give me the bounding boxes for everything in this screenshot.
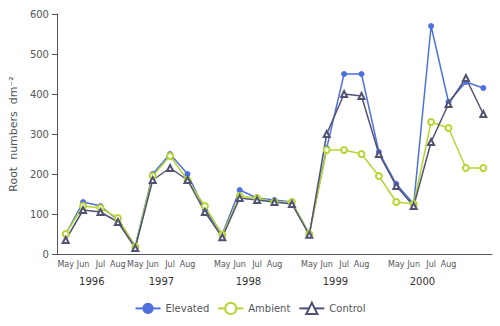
svg-text:Aug: Aug <box>354 260 370 269</box>
svg-text:Elevated: Elevated <box>166 303 210 314</box>
svg-text:Jul: Jul <box>251 260 262 269</box>
svg-text:1997: 1997 <box>149 276 174 287</box>
svg-text:600: 600 <box>30 9 49 20</box>
svg-text:Control: Control <box>329 303 365 314</box>
svg-text:500: 500 <box>30 49 49 60</box>
svg-text:Aug: Aug <box>180 260 196 269</box>
svg-text:Aug: Aug <box>267 260 283 269</box>
svg-text:Jul: Jul <box>164 260 175 269</box>
svg-text:May: May <box>301 260 318 269</box>
svg-text:Jul: Jul <box>95 260 106 269</box>
svg-text:2000: 2000 <box>410 276 435 287</box>
svg-text:Aug: Aug <box>441 260 457 269</box>
svg-text:Jun: Jun <box>76 260 90 269</box>
svg-text:Jun: Jun <box>406 260 420 269</box>
svg-text:400: 400 <box>30 89 49 100</box>
svg-text:Jun: Jun <box>232 260 246 269</box>
svg-text:Root numbers dm⁻²: Root numbers dm⁻² <box>7 76 20 191</box>
svg-text:Jul: Jul <box>338 260 349 269</box>
svg-text:200: 200 <box>30 169 49 180</box>
svg-text:Jun: Jun <box>319 260 333 269</box>
svg-text:May: May <box>127 260 144 269</box>
svg-text:100: 100 <box>30 209 49 220</box>
svg-text:1999: 1999 <box>323 276 348 287</box>
svg-text:Ambient: Ambient <box>248 303 290 314</box>
svg-text:May: May <box>388 260 405 269</box>
svg-text:1998: 1998 <box>236 276 261 287</box>
svg-text:May: May <box>57 260 74 269</box>
svg-text:300: 300 <box>30 129 49 140</box>
svg-text:1996: 1996 <box>79 276 104 287</box>
svg-text:0: 0 <box>43 249 49 260</box>
svg-text:Aug: Aug <box>110 260 126 269</box>
svg-text:Jun: Jun <box>145 260 159 269</box>
svg-text:May: May <box>214 260 231 269</box>
svg-text:Jul: Jul <box>425 260 436 269</box>
